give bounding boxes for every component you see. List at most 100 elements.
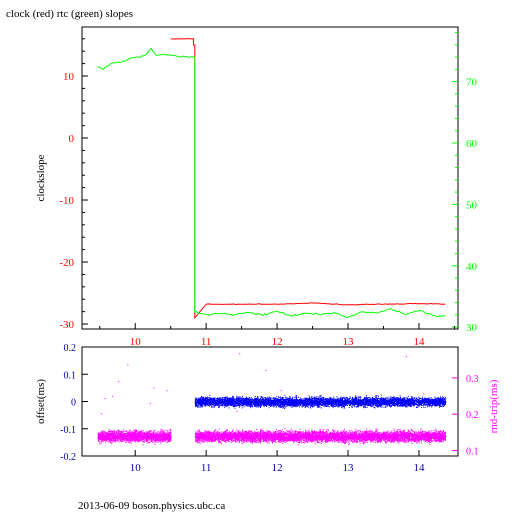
magenta-point (148, 437, 150, 439)
magenta-point (100, 436, 102, 438)
magenta-point (154, 434, 156, 436)
magenta-point (112, 431, 114, 433)
magenta-point (135, 435, 137, 437)
top-plot-frame (81, 26, 459, 330)
magenta-point (156, 437, 158, 439)
magenta-point (159, 441, 161, 443)
magenta-point (314, 430, 315, 432)
magenta-point (283, 434, 285, 436)
magenta-point (373, 436, 374, 437)
magenta-point (104, 432, 106, 434)
magenta-point (121, 437, 123, 439)
magenta-point (161, 436, 162, 437)
magenta-point (229, 439, 231, 441)
magenta-point (103, 433, 105, 435)
magenta-point (112, 431, 113, 433)
magenta-point (329, 440, 331, 442)
magenta-point (284, 434, 286, 436)
magenta-point (108, 438, 110, 440)
magenta-point (267, 430, 269, 432)
magenta-point (121, 433, 123, 435)
magenta-point (105, 439, 107, 441)
magenta-point (149, 436, 151, 438)
magenta-point (104, 431, 106, 433)
magenta-point (146, 440, 148, 442)
magenta-point (129, 429, 131, 431)
magenta-point (125, 435, 127, 437)
magenta-point (210, 434, 212, 436)
magenta-point (113, 433, 115, 434)
magenta-point (163, 432, 165, 434)
magenta-point (99, 436, 101, 438)
magenta-point (120, 435, 122, 437)
magenta-point (359, 433, 361, 434)
magenta-point (144, 434, 146, 436)
magenta-point (160, 442, 162, 444)
magenta-point (111, 432, 113, 434)
magenta-point (162, 431, 164, 433)
magenta-point (114, 440, 116, 442)
magenta-point (140, 437, 142, 439)
magenta-point (150, 431, 152, 433)
magenta-point (391, 441, 392, 443)
magenta-point (139, 430, 141, 432)
magenta-point (306, 431, 308, 433)
magenta-point (162, 438, 164, 440)
magenta-point (403, 441, 405, 443)
magenta-point (106, 437, 108, 439)
magenta-point (212, 440, 214, 442)
magenta-point (350, 440, 352, 442)
magenta-point (116, 436, 118, 438)
magenta-point (138, 436, 140, 438)
magenta-outlier-point (104, 398, 106, 399)
magenta-point (128, 439, 130, 441)
magenta-point (431, 431, 433, 433)
magenta-point (250, 433, 252, 434)
magenta-point (153, 436, 155, 437)
magenta-point (265, 432, 267, 434)
magenta-point (337, 430, 339, 432)
magenta-point (226, 429, 228, 430)
magenta-point (126, 436, 127, 438)
magenta-point (260, 429, 261, 431)
magenta-point (319, 431, 321, 433)
magenta-point (138, 431, 140, 433)
magenta-point (146, 439, 148, 441)
magenta-point (103, 432, 104, 434)
magenta-point (125, 436, 127, 438)
magenta-point (293, 442, 295, 444)
magenta-point (197, 431, 199, 433)
magenta-point (112, 437, 114, 439)
magenta-point (102, 439, 104, 441)
magenta-point (126, 430, 127, 432)
magenta-point (131, 438, 133, 439)
magenta-point (168, 431, 170, 433)
magenta-point (129, 441, 131, 443)
magenta-point (129, 437, 131, 439)
bottom-x-tick-label: 12 (272, 462, 283, 474)
magenta-point (231, 432, 233, 434)
magenta-point (104, 436, 106, 438)
magenta-point (136, 435, 138, 437)
magenta-point (110, 432, 112, 434)
magenta-point (103, 434, 105, 436)
magenta-point (157, 436, 159, 437)
magenta-point (99, 435, 101, 437)
magenta-point (325, 431, 327, 433)
magenta-point (97, 434, 99, 436)
magenta-point (251, 439, 253, 441)
magenta-point (162, 436, 164, 438)
magenta-point (334, 440, 336, 442)
magenta-point (214, 430, 215, 432)
magenta-point (417, 433, 419, 435)
magenta-point (299, 440, 300, 442)
magenta-point (297, 435, 299, 436)
magenta-point (127, 442, 129, 443)
magenta-point (149, 437, 151, 439)
magenta-point (155, 439, 157, 440)
magenta-point (170, 432, 172, 434)
magenta-point (306, 432, 308, 434)
magenta-point (127, 431, 129, 433)
magenta-point (138, 439, 140, 441)
magenta-point (144, 436, 146, 438)
